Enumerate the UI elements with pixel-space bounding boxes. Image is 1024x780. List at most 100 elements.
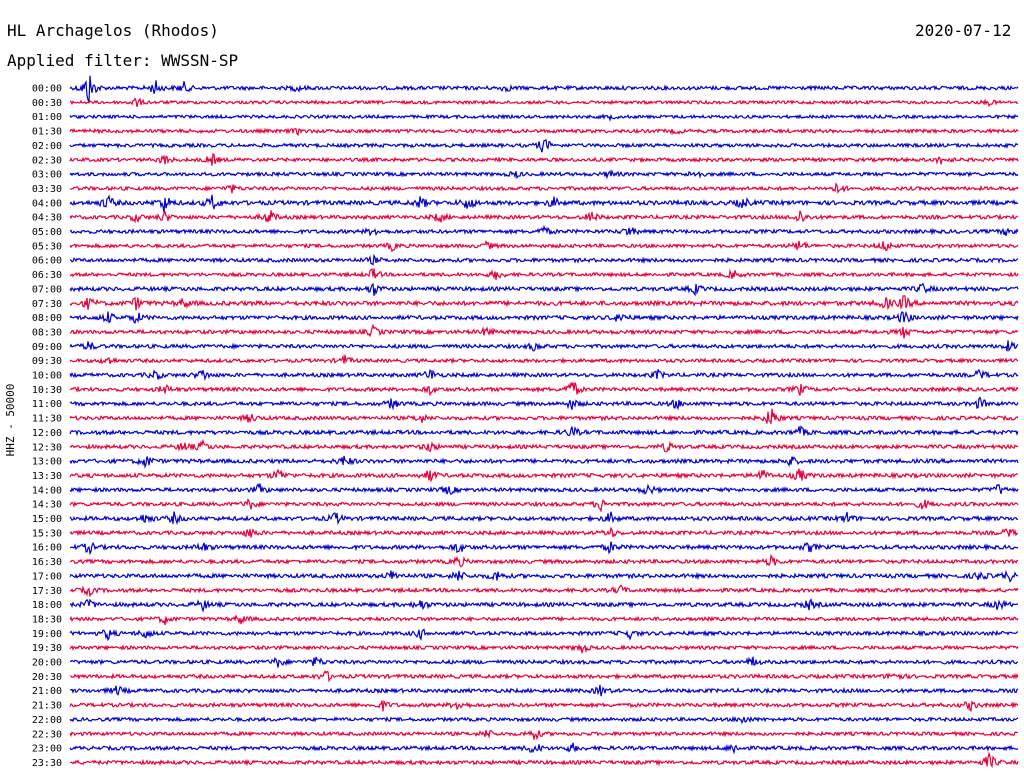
trace-row-0630: 06:30	[32, 268, 1019, 281]
time-tick-label: 11:30	[32, 414, 62, 425]
trace-row-0400: 04:00	[32, 194, 1019, 213]
time-tick-label: 10:30	[32, 385, 62, 396]
trace-line	[69, 483, 1019, 495]
time-tick-label: 04:30	[32, 213, 62, 224]
time-tick-label: 20:00	[32, 658, 62, 669]
time-tick-label: 08:00	[32, 313, 62, 324]
time-tick-label: 17:30	[32, 586, 62, 597]
trace-line	[69, 553, 1019, 568]
trace-row-1500: 15:00	[32, 511, 1019, 526]
time-tick-label: 23:30	[32, 758, 62, 769]
time-tick-label: 02:30	[32, 155, 62, 166]
time-tick-label: 06:00	[32, 256, 62, 267]
time-tick-label: 08:30	[32, 327, 62, 338]
trace-row-2300: 23:00	[32, 742, 1019, 755]
trace-line	[69, 751, 1019, 769]
trace-row-2030: 20:30	[32, 670, 1019, 683]
time-tick-label: 17:00	[32, 571, 62, 582]
trace-row-1200: 12:00	[32, 425, 1019, 439]
trace-line	[69, 729, 1019, 741]
time-tick-label: 19:00	[32, 629, 62, 640]
trace-line	[69, 354, 1019, 365]
trace-row-1700: 17:00	[32, 569, 1019, 583]
trace-line	[69, 323, 1019, 339]
trace-row-0900: 09:00	[32, 340, 1019, 353]
trace-row-1630: 16:30	[32, 553, 1019, 568]
time-tick-label: 14:00	[32, 485, 62, 496]
trace-row-1730: 17:30	[32, 584, 1019, 598]
time-tick-label: 04:00	[32, 198, 62, 209]
trace-row-0200: 02:00	[32, 139, 1019, 153]
trace-row-0330: 03:30	[32, 182, 1019, 195]
trace-row-1400: 14:00	[32, 483, 1019, 496]
trace-line	[69, 614, 1019, 626]
time-tick-label: 22:30	[32, 729, 62, 740]
trace-line	[69, 584, 1019, 598]
time-tick-label: 06:30	[32, 270, 62, 281]
trace-line	[69, 468, 1019, 483]
trace-row-0030: 00:30	[32, 97, 1019, 109]
time-tick-label: 21:00	[32, 686, 62, 697]
trace-line	[69, 526, 1019, 538]
station-title: HL Archagelos (Rhodos)	[7, 21, 219, 40]
time-tick-label: 01:00	[32, 112, 62, 123]
trace-row-1000: 10:00	[32, 368, 1019, 382]
trace-row-0600: 06:00	[32, 253, 1019, 267]
trace-line	[69, 127, 1019, 137]
trace-rows: 00:00 00:30 01:00 01:30 02:00 02:30 03:00 03:30…	[32, 75, 1019, 769]
time-tick-label: 18:30	[32, 614, 62, 625]
time-tick-label: 09:00	[32, 342, 62, 353]
time-tick-label: 09:30	[32, 356, 62, 367]
trace-line	[69, 310, 1019, 324]
trace-line	[69, 425, 1019, 437]
trace-row-2130: 21:30	[32, 699, 1019, 712]
trace-line	[69, 699, 1019, 712]
time-tick-label: 13:00	[32, 457, 62, 468]
time-tick-label: 10:00	[32, 371, 62, 382]
trace-row-2330: 23:30	[32, 751, 1019, 769]
trace-line	[69, 268, 1019, 280]
trace-row-1530: 15:30	[32, 526, 1019, 539]
time-tick-label: 15:00	[32, 514, 62, 525]
date-label: 2020-07-12	[915, 21, 1011, 40]
trace-line	[69, 511, 1019, 526]
trace-row-2230: 22:30	[32, 729, 1019, 741]
trace-line	[69, 438, 1019, 453]
trace-line	[69, 97, 1019, 108]
trace-line	[69, 368, 1019, 382]
trace-line	[69, 455, 1019, 469]
trace-row-2100: 21:00	[32, 684, 1019, 697]
trace-row-1600: 16:00	[32, 541, 1019, 556]
trace-line	[69, 75, 1019, 104]
trace-row-0300: 03:00	[32, 169, 1019, 181]
time-tick-label: 11:00	[32, 399, 62, 410]
time-tick-label: 18:00	[32, 600, 62, 611]
filter-subtitle: Applied filter: WWSSN-SP	[7, 51, 238, 70]
time-tick-label: 00:00	[32, 84, 62, 95]
time-tick-label: 02:00	[32, 141, 62, 152]
time-tick-label: 20:30	[32, 672, 62, 683]
time-tick-label: 00:30	[32, 98, 62, 109]
trace-line	[69, 715, 1019, 725]
trace-line	[69, 656, 1019, 668]
trace-row-2200: 22:00	[32, 715, 1019, 726]
trace-line	[69, 684, 1019, 697]
trace-line	[69, 396, 1019, 411]
time-tick-label: 07:30	[32, 299, 62, 310]
trace-line	[69, 210, 1019, 224]
trace-row-0500: 05:00	[32, 224, 1019, 238]
time-tick-label: 19:30	[32, 643, 62, 654]
trace-line	[69, 169, 1019, 180]
trace-line	[69, 541, 1019, 556]
trace-row-0830: 08:30	[32, 323, 1019, 339]
time-tick-label: 14:30	[32, 500, 62, 511]
trace-line	[69, 408, 1019, 424]
trace-row-1330: 13:30	[32, 468, 1019, 483]
trace-line	[69, 340, 1019, 352]
trace-row-1900: 19:00	[32, 628, 1019, 642]
trace-row-0800: 08:00	[32, 310, 1019, 324]
trace-line	[69, 182, 1019, 195]
time-tick-label: 12:30	[32, 442, 62, 453]
trace-row-0530: 05:30	[32, 239, 1019, 253]
